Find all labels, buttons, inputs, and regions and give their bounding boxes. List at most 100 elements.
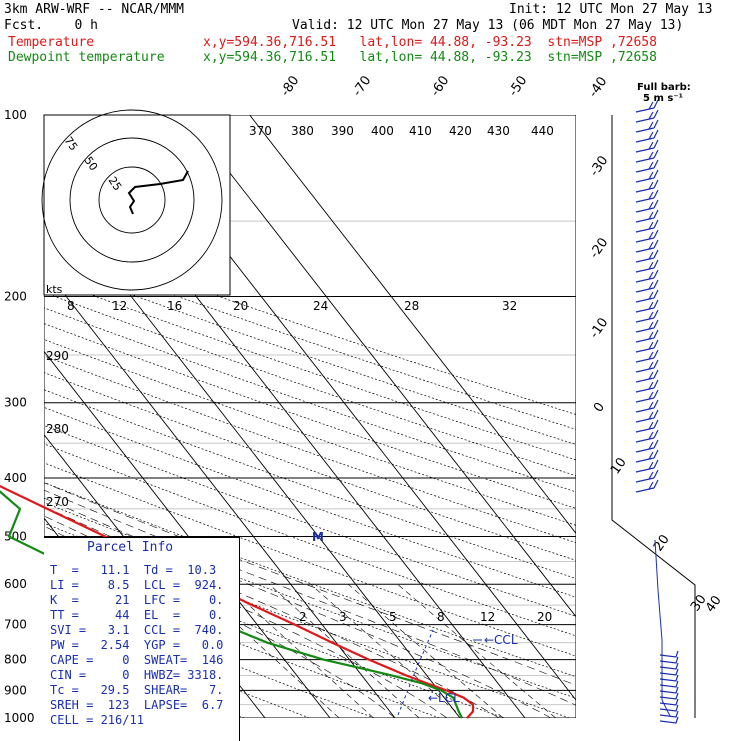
wind-barb	[635, 159, 659, 173]
dry-adiabat-line	[44, 425, 576, 617]
theta-label: 440	[531, 124, 554, 138]
forecast-hour: Fcst. 0 h	[4, 18, 98, 33]
hodograph-unit-label: kts	[46, 283, 63, 296]
theta-left-label: 270	[46, 495, 69, 509]
wind-barb-low	[659, 698, 679, 706]
theta-label: 410	[409, 124, 432, 138]
wind-barb-low	[659, 704, 679, 712]
pressure-tick-label: 200	[4, 290, 27, 304]
dry-adiabat-line	[44, 292, 576, 477]
wind-barb	[635, 429, 659, 443]
moist-adiabat-line	[44, 482, 576, 686]
isotherm-label: -70	[350, 73, 374, 99]
isotherm-label: -40	[586, 74, 610, 100]
theta-label: 400	[371, 124, 394, 138]
temperature-location: x,y=594.36,716.51 lat,lon= 44.88, -93.23…	[203, 35, 657, 50]
isotherm-label: 40	[703, 593, 725, 615]
isotherm-line	[249, 115, 576, 535]
dewpoint-location: x,y=594.36,716.51 lat,lon= 44.88, -93.23…	[203, 50, 657, 65]
right-frame-line	[611, 115, 696, 718]
wind-barb	[635, 169, 659, 183]
wind-barb	[635, 399, 659, 413]
wind-barb	[635, 219, 659, 233]
pressure-tick-label: 100	[4, 108, 27, 122]
parcel-row: SVI = 3.1 CCL = 740.	[50, 623, 224, 637]
parcel-row: CIN = 0 HWBZ= 3318.	[50, 668, 224, 682]
theta-left-label: 280	[46, 422, 69, 436]
wind-barb	[635, 379, 659, 393]
parcel-row: K = 21 LFC = 0.	[50, 593, 224, 607]
parcel-row: PW = 2.54 YGP = 0.0	[50, 638, 224, 652]
dry-adiabat-line	[44, 389, 576, 579]
mixing-ratio-line	[397, 583, 556, 718]
wind-barb-low	[659, 668, 679, 676]
wind-barb	[635, 409, 659, 423]
wind-barb	[635, 199, 659, 213]
isotherm-label: -20	[587, 235, 611, 261]
hodograph-axis-label: 12	[112, 299, 127, 313]
wind-barb	[635, 389, 659, 403]
isotherm-label: -10	[587, 315, 611, 341]
theta-label: 430	[487, 124, 510, 138]
mixing-ratio-label: 3	[339, 610, 347, 624]
parcel-path	[397, 629, 434, 716]
hodograph-axis-label: 16	[167, 299, 182, 313]
wind-barb	[635, 309, 659, 323]
wind-barb-low	[659, 656, 679, 664]
pressure-tick-label: 800	[4, 653, 27, 667]
mixing-ratio-line	[310, 583, 464, 718]
wind-barb	[635, 449, 659, 463]
hodograph-axis-label: 8	[67, 299, 75, 313]
pressure-tick-label: 300	[4, 396, 27, 410]
wind-barb-low	[659, 680, 679, 688]
valid-time: Valid: 12 UTC Mon 27 May 13 (06 MDT Mon …	[292, 18, 684, 33]
isotherm-label: 10	[608, 455, 630, 477]
ccl-label: ←CCL	[484, 633, 518, 647]
wind-barb	[635, 299, 659, 313]
hodograph-ring	[69, 137, 195, 263]
theta-label: 380	[291, 124, 314, 138]
isotherm-line	[44, 267, 396, 718]
wind-barb	[635, 349, 659, 363]
pressure-tick-label: 500	[4, 529, 27, 543]
pressure-tick-label: 1000	[4, 711, 35, 725]
pressure-tick-label: 700	[4, 618, 27, 632]
hodograph-trace	[127, 170, 189, 215]
dry-adiabat-line	[44, 462, 576, 657]
hodograph-axis-label: 28	[404, 299, 419, 313]
wind-profile-line	[654, 539, 671, 717]
wind-barb	[635, 269, 659, 283]
wind-barb	[635, 479, 659, 493]
moist-adiabat-line	[44, 489, 576, 706]
theta-left-label: 290	[46, 349, 69, 363]
parcel-row: Tc = 29.5 SHEAR= 7.	[50, 683, 224, 697]
wind-barb	[635, 259, 659, 273]
wind-barb	[635, 239, 659, 253]
pressure-tick-label: 600	[4, 577, 27, 591]
wind-barb	[635, 369, 659, 383]
wind-barb	[635, 439, 659, 453]
dewpoint-legend: Dewpoint temperature	[8, 50, 165, 65]
dry-adiabat-line	[44, 277, 576, 461]
wind-barb	[635, 109, 659, 123]
isotherm-label: 20	[651, 532, 673, 554]
mixing-ratio-label: 8	[437, 610, 445, 624]
mixing-ratio-line	[348, 583, 504, 718]
wind-barb	[635, 469, 659, 483]
mixing-ratio-label: 5	[389, 610, 397, 624]
parcel-info-panel: Parcel Info T = 11.1 Td = 10.3 LI = 8.5 …	[44, 537, 240, 741]
wind-barb	[635, 209, 659, 223]
wind-barb	[635, 139, 659, 153]
wind-barb-low	[659, 674, 679, 682]
wind-barb	[635, 289, 659, 303]
parcel-row: LI = 8.5 LCL = 924.	[50, 578, 224, 592]
isotherm-label: -30	[587, 153, 611, 179]
wind-barb	[635, 119, 659, 133]
wind-barb	[635, 189, 659, 203]
hodograph-box	[43, 114, 231, 296]
wind-barb	[635, 229, 659, 243]
wind-barb	[635, 149, 659, 163]
wind-barb	[635, 279, 659, 293]
dry-adiabat-line	[44, 248, 576, 430]
wind-barb-low	[659, 692, 679, 700]
